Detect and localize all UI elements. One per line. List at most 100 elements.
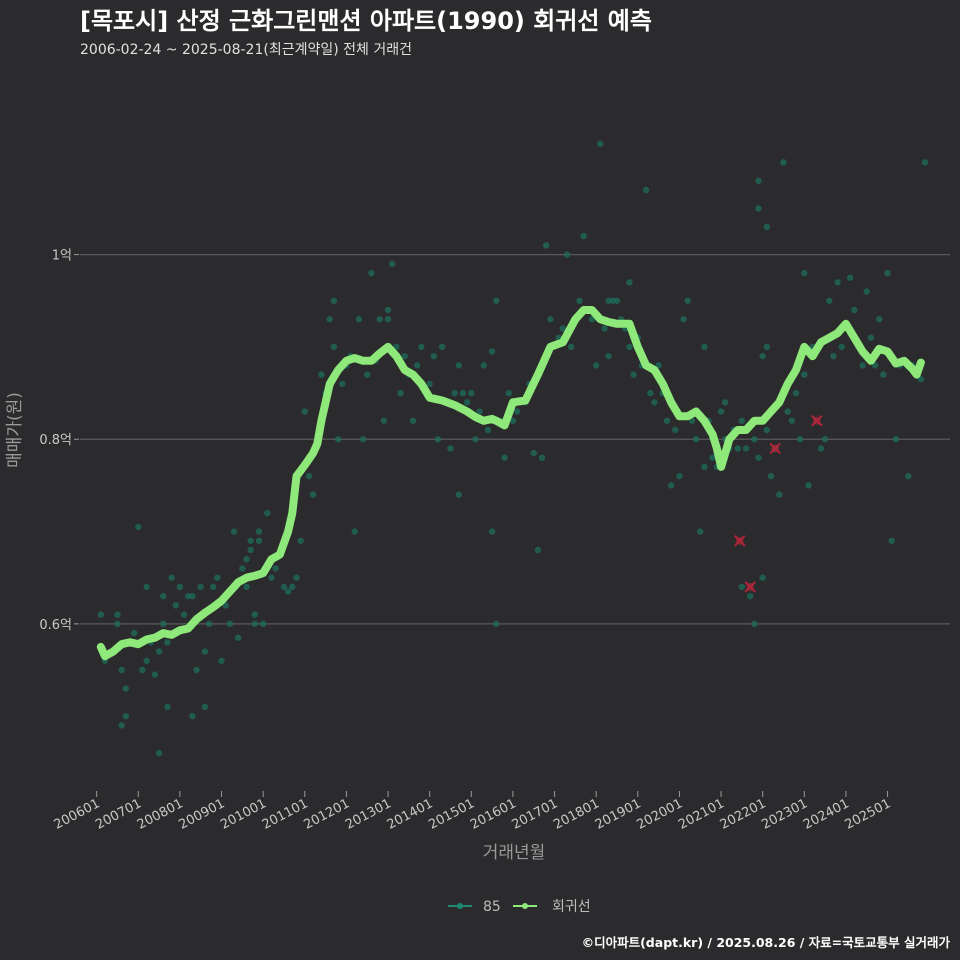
data-point <box>826 297 833 304</box>
data-point <box>530 449 537 457</box>
data-point <box>114 611 121 618</box>
data-point <box>397 389 404 397</box>
data-point <box>364 371 371 378</box>
data-point <box>305 472 313 480</box>
data-point <box>230 528 238 535</box>
data-point <box>801 371 808 378</box>
data-point <box>426 380 433 388</box>
x-tick-label: 200701 <box>93 796 144 833</box>
data-point <box>330 297 338 304</box>
data-point <box>447 445 454 452</box>
data-point <box>135 523 142 531</box>
data-point <box>746 592 754 600</box>
data-point <box>697 528 704 535</box>
data-point <box>763 426 771 434</box>
chart-title: [목포시] 산정 근화그린맨션 아파트(1990) 회귀선 예측 <box>80 7 652 35</box>
x-tick-label: 201401 <box>385 796 436 833</box>
data-point <box>784 408 791 415</box>
x-tick-label: 201001 <box>218 796 269 833</box>
data-point <box>921 159 929 166</box>
data-point <box>326 316 333 323</box>
cancelled-points <box>734 415 823 593</box>
data-point <box>863 288 870 295</box>
data-point <box>160 592 167 600</box>
legend-dot-85 <box>457 903 463 909</box>
data-point <box>701 463 708 471</box>
data-point <box>692 436 700 443</box>
x-tick-label: 201201 <box>301 796 352 833</box>
data-point <box>251 611 259 618</box>
data-point <box>805 482 812 489</box>
data-point <box>155 749 163 757</box>
data-point <box>484 426 492 434</box>
data-point <box>597 140 604 148</box>
scatter-points <box>97 140 929 757</box>
x-tick-label: 202201 <box>718 796 769 833</box>
data-point <box>268 574 275 581</box>
x-tick-label: 201601 <box>468 796 519 833</box>
x-tick-label: 201701 <box>510 796 561 833</box>
data-point <box>413 362 421 369</box>
data-point <box>488 348 496 355</box>
data-point <box>201 703 209 711</box>
data-point <box>834 279 841 286</box>
data-point <box>513 408 521 415</box>
y-axis-ticks: 0.6억 0.8억 1억 <box>39 249 79 633</box>
data-point <box>559 325 567 332</box>
data-point <box>226 620 234 628</box>
data-point <box>193 666 200 674</box>
legend-label-85: 85 <box>483 899 501 915</box>
data-point <box>601 325 608 332</box>
data-point <box>384 306 392 314</box>
data-point <box>376 316 383 323</box>
data-point <box>801 269 808 277</box>
data-point <box>368 269 375 277</box>
data-point <box>143 583 150 591</box>
data-point <box>796 436 804 443</box>
data-point <box>151 671 159 678</box>
x-axis-ticks: 2006012007012008012009012010012011012012… <box>52 791 894 833</box>
x-tick-label: 201501 <box>426 796 477 833</box>
data-point <box>722 399 729 406</box>
data-point <box>880 371 887 378</box>
data-point <box>418 343 425 351</box>
data-point <box>493 297 500 304</box>
data-point <box>663 417 671 424</box>
data-point <box>493 620 500 628</box>
data-point <box>534 546 542 554</box>
data-point <box>680 316 687 323</box>
legend-dot-regression <box>522 903 528 909</box>
x-tick-label: 202501 <box>843 796 894 833</box>
data-point <box>738 417 746 424</box>
data-point <box>563 251 571 258</box>
regression-path <box>96 306 925 661</box>
data-point <box>905 472 912 480</box>
data-point <box>821 436 829 443</box>
data-point <box>339 380 346 388</box>
data-point <box>751 436 758 443</box>
x-tick-label: 202001 <box>634 796 685 833</box>
data-point <box>742 445 750 452</box>
data-point <box>846 274 854 281</box>
x-tick-label: 201301 <box>343 796 394 833</box>
data-point <box>509 417 517 424</box>
data-point <box>255 528 263 535</box>
data-point <box>247 546 254 554</box>
x-tick-label: 201801 <box>551 796 602 833</box>
cancelled-marker <box>734 535 746 547</box>
data-point <box>293 574 300 581</box>
data-point <box>359 436 367 443</box>
regression-line <box>96 306 925 661</box>
source-caption: ©디아파트(dapt.kr) / 2025.08.26 / 자료=국토교통부 실… <box>582 935 951 950</box>
data-point <box>543 242 550 249</box>
data-point <box>118 666 125 674</box>
data-point <box>197 583 204 591</box>
data-point <box>755 454 762 461</box>
legend: 85 회귀선 <box>448 899 591 915</box>
data-point <box>97 611 105 618</box>
data-point <box>472 436 479 443</box>
x-tick-label: 202301 <box>759 796 810 833</box>
data-point <box>738 583 746 591</box>
data-point <box>780 159 787 166</box>
x-tick-label: 202101 <box>676 796 727 833</box>
